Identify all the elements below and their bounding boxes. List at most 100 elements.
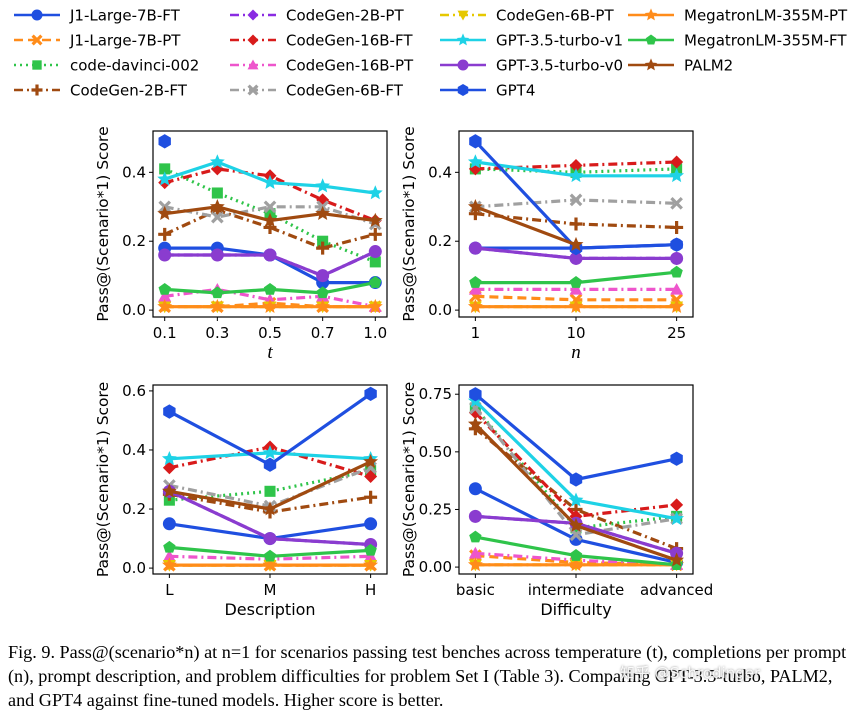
data-point-circle — [263, 532, 277, 546]
series-line — [474, 407, 677, 537]
y-tick-label: 0.2 — [122, 232, 146, 250]
data-point-star — [669, 298, 685, 313]
legend-label: J1-Large-7B-FT — [69, 7, 181, 25]
data-point-pentagon — [163, 540, 176, 553]
series-gpt4 — [158, 134, 171, 149]
data-point-star — [209, 154, 225, 169]
series-line — [164, 167, 376, 223]
legend-marker-diamond — [247, 9, 259, 21]
x-axis-label: Difficulty — [540, 600, 611, 619]
data-point-hexagon — [158, 134, 171, 149]
data-point-star — [568, 556, 584, 572]
data-point-pentagon — [316, 286, 329, 299]
data-point-circle — [468, 509, 482, 523]
series-codegen-2b-ft — [468, 207, 684, 234]
series-palm2 — [467, 198, 584, 251]
legend-marker-diamond — [247, 34, 259, 46]
data-point-circle — [468, 241, 482, 255]
x-tick-label: 1 — [471, 324, 481, 342]
x-tick-label: L — [165, 581, 174, 599]
legend-label: CodeGen-6B-FT — [286, 82, 404, 100]
series-megatronlm-355m-pt — [467, 298, 685, 313]
series-codegen-6b-ft — [469, 193, 683, 214]
data-point-star — [367, 185, 383, 200]
legend-item-code-davinci-002: code-davinci-002 — [14, 57, 199, 75]
data-point-star — [157, 205, 173, 220]
legend-marker-circle — [31, 9, 43, 21]
series-gpt-3-5-turbo-v1 — [467, 393, 685, 525]
data-point-star — [467, 154, 483, 169]
series-gpt-3-5-turbo-v0 — [468, 241, 684, 265]
data-point-star — [161, 451, 177, 466]
legend-item-j1-large-7b-pt: J1-Large-7B-PT — [14, 32, 181, 50]
data-point-diamond — [364, 470, 378, 484]
legend-label: GPT-3.5-turbo-v0 — [496, 57, 623, 75]
data-point-triangle — [162, 549, 176, 562]
chart-panel-1: 0.1 0.3 0.5 0.7 1.0 0.0 0.2 0.4 t Pass@(Scenario*… — [94, 126, 388, 363]
data-point-star — [669, 552, 685, 567]
data-point-pentagon — [569, 549, 583, 561]
data-point-star — [568, 167, 584, 183]
data-point-star — [363, 453, 379, 469]
data-point-hexagon — [670, 451, 683, 466]
data-point-plus — [368, 227, 382, 241]
data-point-plus — [364, 490, 378, 504]
legend-label: MegatronLM-355M-PT — [684, 7, 848, 25]
legend-marker-star — [456, 33, 470, 46]
series-megatronlm-355m-ft — [158, 276, 382, 299]
legend-label: GPT-3.5-turbo-v1 — [496, 32, 623, 50]
data-point-star — [161, 557, 177, 572]
data-point-star — [669, 167, 685, 183]
data-point-circle — [210, 248, 224, 262]
legend-item-palm2: PALM2 — [628, 57, 733, 75]
data-point-pentagon — [263, 282, 277, 295]
data-point-star — [467, 198, 483, 214]
data-point-star — [363, 557, 379, 572]
y-tick-label: 0.2 — [122, 500, 146, 518]
series-palm2 — [161, 453, 379, 516]
data-point-plus — [569, 217, 583, 231]
data-point-star — [157, 171, 173, 186]
data-point-star — [367, 212, 383, 227]
series-line — [474, 205, 577, 247]
legend-marker-star — [644, 58, 658, 71]
data-point-star — [209, 298, 225, 313]
legend-label: GPT4 — [496, 82, 535, 100]
data-point-star — [467, 556, 483, 572]
y-tick-label: 0.50 — [419, 443, 452, 461]
data-point-triangle — [468, 282, 482, 295]
data-point-circle — [364, 517, 378, 531]
legend-item-gpt-3-5-turbo-v0: GPT-3.5-turbo-v0 — [440, 57, 623, 75]
data-point-star — [262, 557, 278, 572]
data-point-diamond — [670, 498, 684, 512]
x-tick-label: basic — [456, 581, 495, 599]
data-point-star — [568, 298, 584, 313]
series-gpt-3-5-turbo-v1 — [157, 154, 383, 200]
legend-item-codegen-16b-ft: CodeGen-16B-FT — [230, 32, 413, 50]
legend-label: PALM2 — [684, 57, 733, 75]
data-point-star — [568, 492, 584, 507]
data-point-star — [157, 298, 173, 313]
series-megatronlm-355m-ft — [469, 265, 683, 288]
data-point-triangle — [670, 282, 684, 295]
legend-label: CodeGen-2B-FT — [70, 82, 188, 100]
data-point-star — [262, 298, 278, 313]
data-point-star — [467, 298, 483, 313]
data-point-circle — [368, 245, 382, 259]
data-point-triangle — [569, 282, 583, 295]
data-point-star — [209, 198, 225, 214]
chart-panel-2: 1 10 25 0.0 0.2 0.4 n Pass@(Scenario*1) Score — [400, 126, 694, 363]
series-codegen-16b-pt — [468, 282, 684, 295]
data-point-pentagon — [469, 530, 482, 543]
legend-label: MegatronLM-355M-FT — [684, 32, 847, 50]
chart-panel-3: L M H 0.0 0.2 0.4 0.6 Description Pass@(Scenario… — [94, 382, 388, 619]
data-point-star — [262, 174, 278, 189]
data-point-plus — [316, 241, 330, 255]
data-point-hexagon — [364, 386, 377, 402]
data-point-pentagon — [158, 282, 171, 295]
series-gpt-3-5-turbo-v0 — [158, 245, 382, 283]
series-line — [474, 411, 677, 518]
data-point-diamond — [569, 158, 583, 172]
data-point-x — [670, 197, 683, 210]
